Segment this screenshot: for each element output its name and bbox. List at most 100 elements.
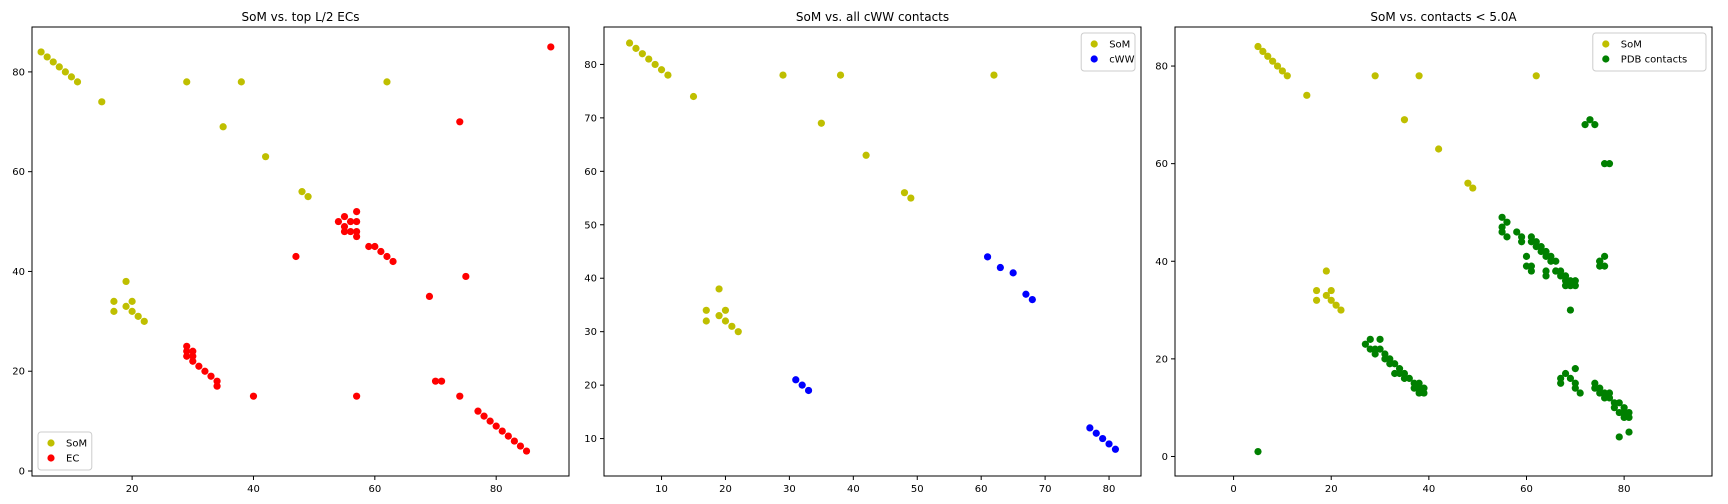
data-point-som: [1415, 72, 1423, 80]
data-point-som: [122, 302, 130, 310]
data-point-pdb-contacts: [1581, 121, 1589, 129]
data-point-ec: [213, 382, 221, 390]
data-point-cww: [1009, 269, 1017, 277]
data-point-som: [990, 71, 998, 79]
y-tick-label: 20: [12, 367, 25, 378]
legend-label: SoM: [66, 439, 87, 450]
data-point-ec: [207, 372, 215, 380]
data-point-som: [37, 48, 45, 56]
x-tick-label: 40: [847, 484, 860, 495]
data-point-ec: [340, 222, 349, 231]
data-point-som: [632, 44, 640, 52]
data-point-cww: [996, 263, 1004, 272]
data-point-ec: [480, 412, 488, 420]
y-tick-label: 0: [19, 467, 25, 478]
axes-frame: [31, 26, 570, 477]
data-point-som: [779, 71, 787, 79]
data-point-pdb-contacts: [1625, 428, 1633, 436]
x-tick-label: 60: [975, 484, 988, 495]
data-point-cww: [1105, 440, 1113, 448]
x-tick-label: 0: [1230, 484, 1236, 495]
legend: SoM EC: [37, 431, 93, 471]
legend-label: SoM: [1621, 40, 1642, 51]
chart-title: SoM vs. top L/2 ECs: [242, 10, 360, 24]
data-point-som: [657, 66, 666, 74]
data-point-pdb-contacts: [1571, 365, 1579, 373]
data-point-pdb-contacts: [1566, 306, 1575, 314]
data-point-som: [1332, 301, 1340, 309]
data-point-som: [1322, 291, 1330, 300]
data-point-som: [1269, 57, 1277, 65]
data-point-ec: [340, 227, 349, 236]
y-tick-label: 80: [12, 67, 25, 78]
data-point-som: [298, 188, 306, 196]
data-point-cww: [798, 381, 806, 389]
legend: SoM cWW: [1080, 32, 1136, 72]
data-point-cww: [1028, 296, 1036, 304]
x-tick-label: 10: [655, 484, 668, 495]
x-tick-label: 40: [247, 484, 260, 495]
data-point-som: [1254, 42, 1262, 51]
data-point-pdb-contacts: [1420, 389, 1428, 397]
data-point-ec: [456, 392, 464, 400]
data-point-som: [1264, 52, 1272, 60]
data-point-ec: [389, 257, 397, 266]
data-point-ec: [425, 292, 434, 300]
data-point-pdb-contacts: [1391, 360, 1399, 368]
data-point-som: [73, 78, 82, 86]
legend-marker: [1090, 40, 1098, 48]
data-point-som: [61, 68, 69, 76]
data-point-som: [702, 306, 710, 314]
data-point-ec: [474, 407, 482, 415]
data-point-som: [1278, 67, 1286, 75]
x-tick-label: 20: [719, 484, 732, 495]
data-point-ec: [365, 242, 373, 251]
y-tick-label: 20: [584, 381, 597, 392]
data-point-ec: [353, 392, 361, 400]
data-point-som: [140, 317, 148, 325]
chart-title: SoM vs. all cWW contacts: [796, 10, 949, 24]
data-point-ec: [431, 377, 440, 385]
data-point-ec: [346, 227, 355, 236]
data-point-pdb-contacts: [1254, 447, 1262, 456]
x-tick-label: 20: [126, 484, 139, 495]
data-point-pdb-contacts: [1552, 267, 1560, 275]
y-tick-label: 20: [1155, 354, 1168, 365]
y-tick-label: 40: [584, 274, 597, 285]
data-point-pdb-contacts: [1503, 218, 1511, 226]
x-tick-label: 40: [1422, 484, 1435, 495]
data-point-som: [219, 123, 227, 131]
data-point-som: [836, 71, 845, 79]
data-point-pdb-contacts: [1576, 389, 1584, 397]
data-point-pdb-contacts: [1605, 394, 1614, 402]
axes-frame: [1174, 26, 1713, 477]
legend-marker: [1602, 40, 1610, 48]
data-point-som: [907, 194, 915, 202]
data-point-cww: [1092, 429, 1100, 437]
data-point-ec: [486, 417, 494, 425]
axes-frame: [603, 26, 1142, 477]
data-point-som: [1259, 47, 1267, 56]
data-point-som: [900, 189, 909, 197]
data-point-som: [651, 60, 659, 69]
data-point-ec: [353, 207, 361, 216]
data-point-pdb-contacts: [1366, 335, 1374, 343]
data-point-ec: [183, 342, 191, 350]
data-point-ec: [346, 217, 355, 226]
data-point-som: [645, 55, 653, 63]
data-point-cww: [1022, 290, 1030, 298]
data-point-pdb-contacts: [1503, 233, 1511, 241]
data-point-pdb-contacts: [1571, 384, 1579, 392]
data-point-cww: [983, 253, 992, 261]
y-tick-label: 10: [584, 434, 597, 445]
data-point-pdb-contacts: [1371, 350, 1379, 358]
y-tick-label: 50: [584, 220, 597, 231]
data-point-som: [1273, 62, 1282, 70]
data-point-som: [43, 53, 51, 61]
data-point-som: [817, 119, 825, 127]
legend-label: EC: [66, 454, 79, 465]
data-point-som: [625, 39, 634, 47]
data-point-ec: [189, 347, 197, 355]
data-point-ec: [353, 217, 361, 226]
